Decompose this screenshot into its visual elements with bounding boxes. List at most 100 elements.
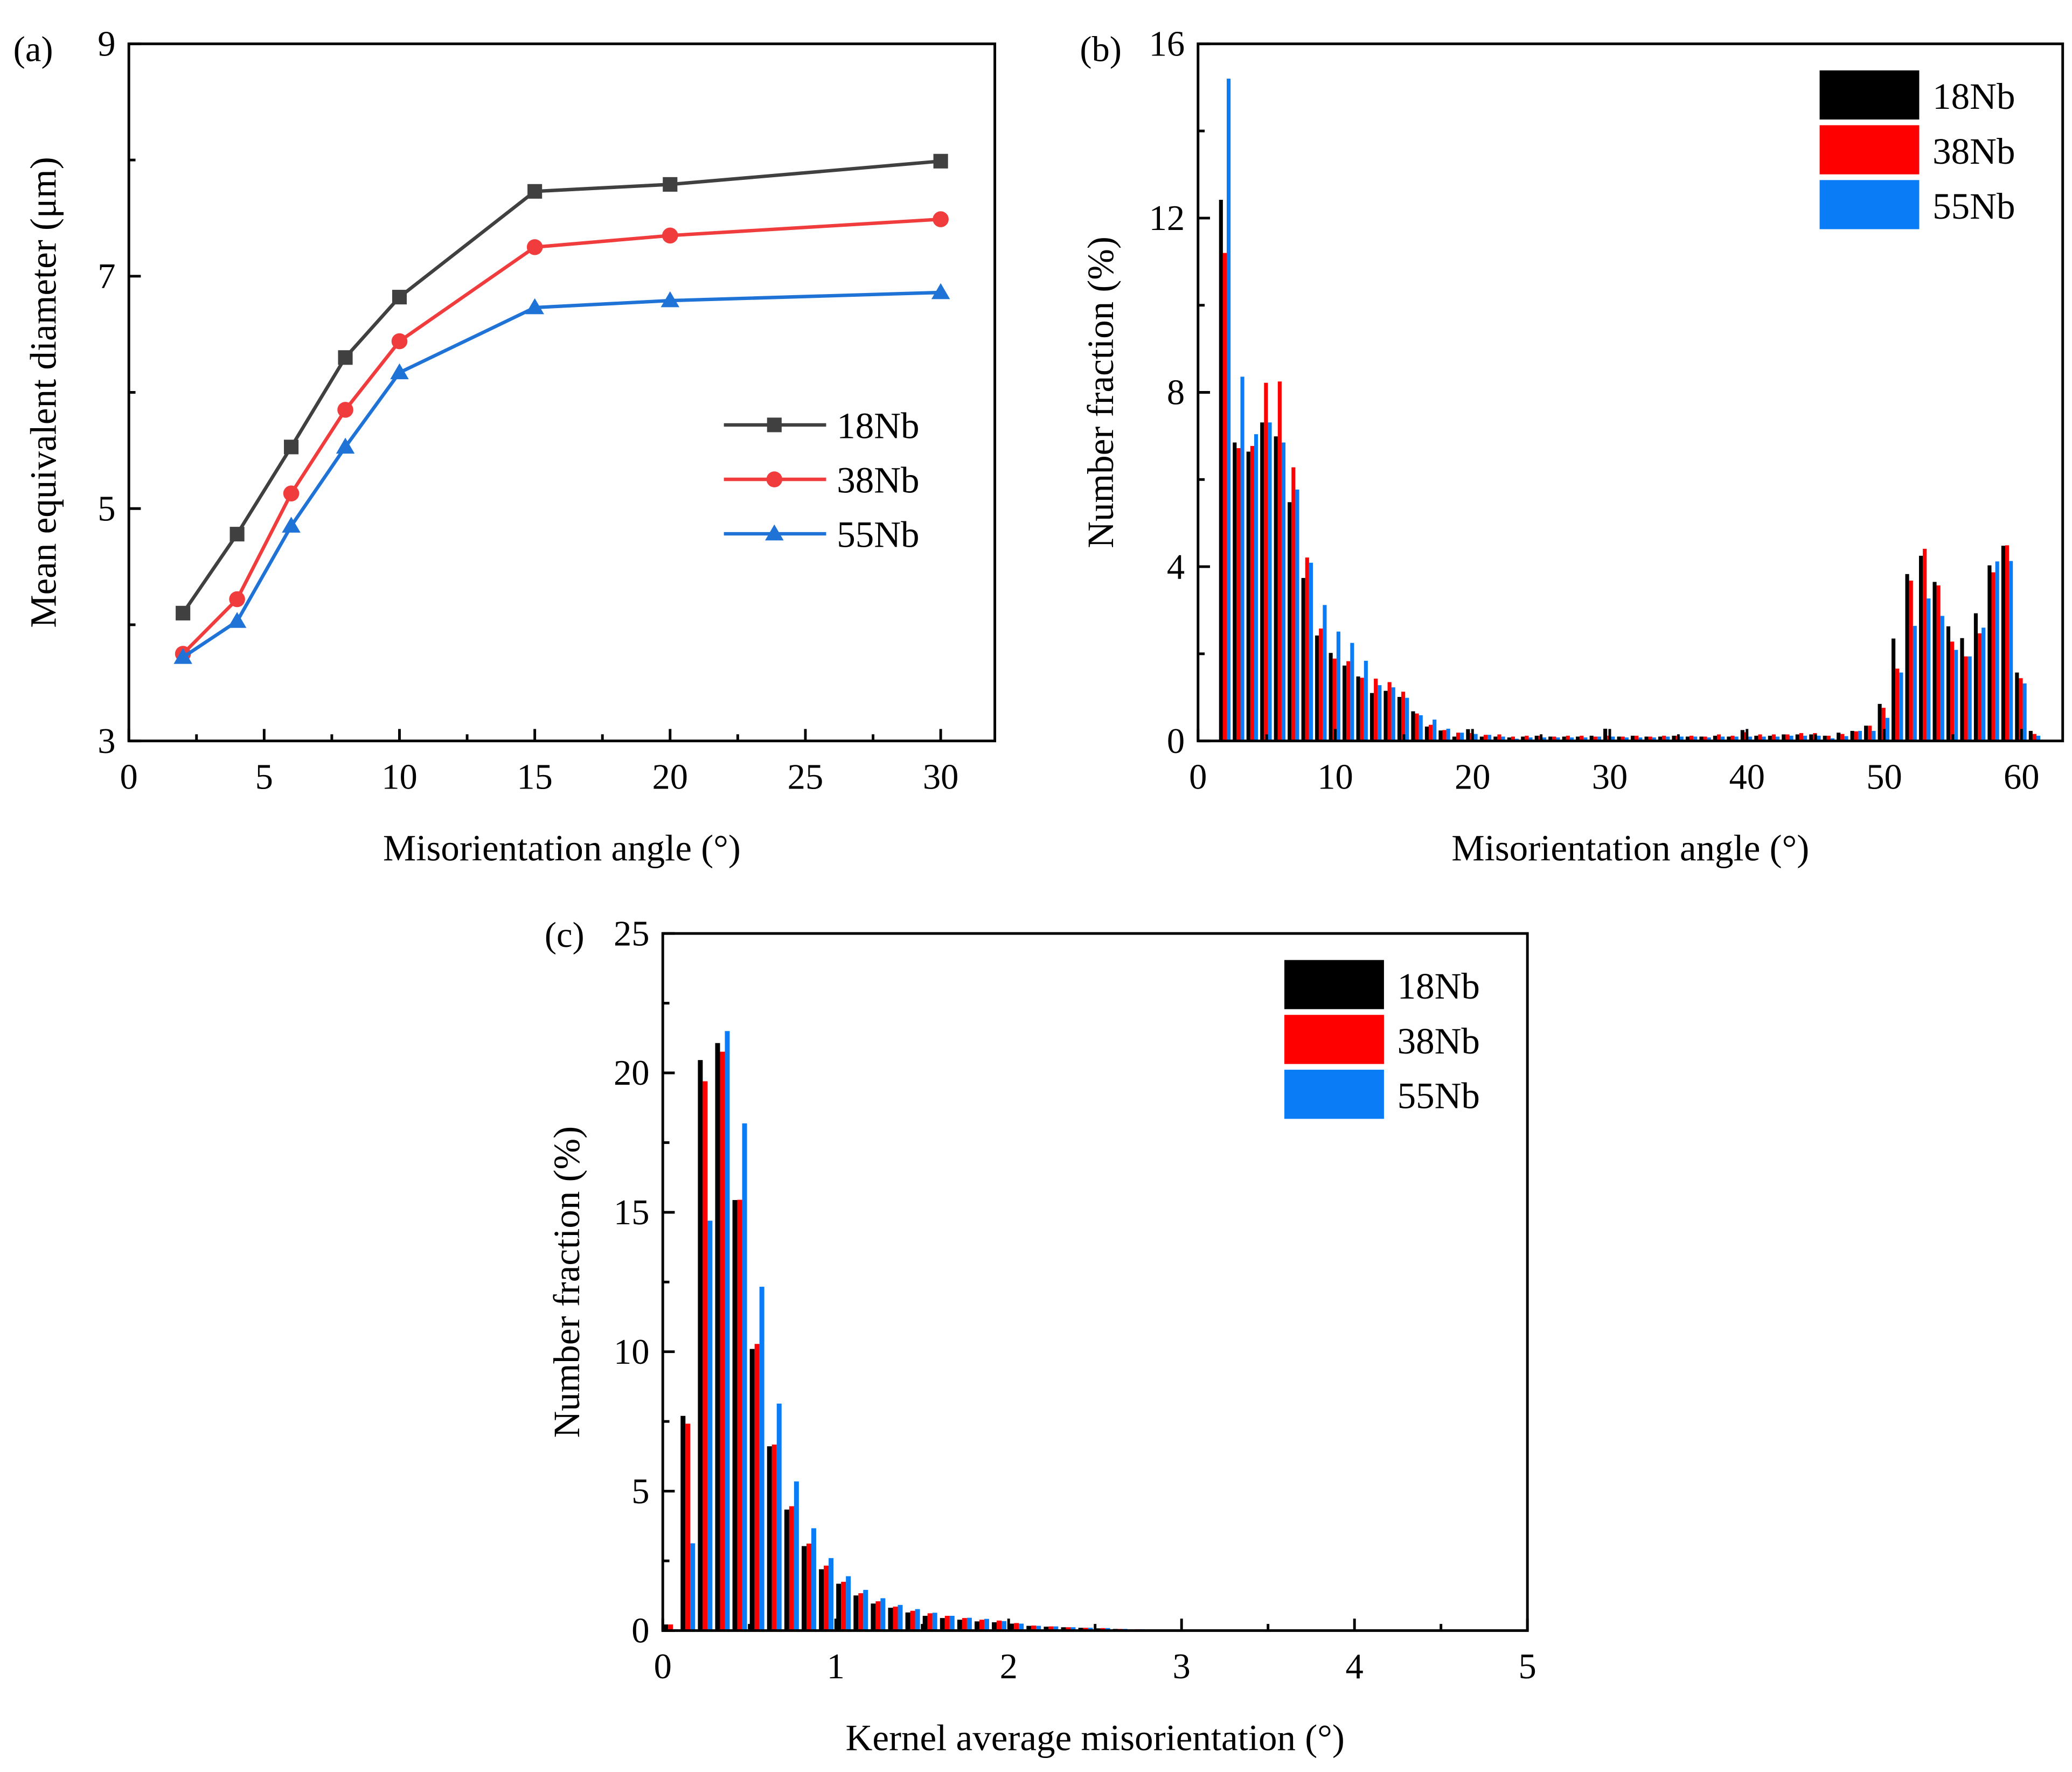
series-line-38Nb	[182, 217, 941, 655]
bar-38Nb	[1785, 734, 1790, 741]
bar-38Nb	[1909, 580, 1913, 741]
bar-18Nb	[1795, 734, 1799, 741]
bar-55Nb	[2036, 735, 2041, 741]
bar-38Nb	[1840, 734, 1845, 741]
bar-55Nb	[1638, 737, 1643, 741]
bar-18Nb	[1343, 665, 1347, 741]
y-tick-label: 8	[1167, 373, 1185, 413]
bar-38Nb	[789, 1506, 794, 1631]
bar-38Nb	[1580, 735, 1584, 741]
bar-18Nb	[1850, 731, 1854, 741]
bar-38Nb	[1014, 1623, 1019, 1631]
x-tick-label: 0	[654, 1647, 672, 1686]
bar-18Nb	[1973, 613, 1978, 741]
bar-18Nb	[1219, 199, 1223, 741]
bar-18Nb	[1878, 703, 1882, 741]
bar-18Nb	[1932, 582, 1937, 741]
bar-38Nb	[1387, 682, 1392, 741]
bar-55Nb	[1240, 376, 1244, 741]
bar-38Nb	[1923, 548, 1927, 741]
bar-18Nb	[1397, 696, 1402, 741]
bar-55Nb	[725, 1031, 730, 1631]
data-point-38Nb	[526, 239, 543, 255]
bar-38Nb	[2005, 545, 2010, 741]
bar-38Nb	[875, 1601, 881, 1631]
bar-38Nb	[1854, 731, 1858, 741]
bar-55Nb	[1940, 616, 1944, 741]
data-point-18Nb	[527, 184, 543, 199]
bar-55Nb	[1734, 736, 1739, 741]
x-tick-label: 5	[255, 757, 273, 797]
series-line-55Nb	[182, 290, 941, 659]
bar-55Nb	[2009, 561, 2013, 741]
legend-label: 18Nb	[1932, 75, 2015, 117]
bar-38Nb	[1950, 641, 1955, 741]
bar-38Nb	[1083, 1628, 1088, 1631]
bar-55Nb	[1364, 660, 1368, 741]
bar-38Nb	[2032, 734, 2037, 741]
bar-38Nb	[893, 1606, 898, 1631]
data-point-18Nb	[283, 439, 299, 455]
bar-38Nb	[1401, 692, 1406, 741]
bar-18Nb	[1960, 638, 1964, 741]
bar-18Nb	[1288, 502, 1292, 741]
bar-38Nb	[1648, 736, 1652, 741]
y-axis-title: Number fraction (%)	[546, 1126, 587, 1438]
y-tick-label: 25	[614, 914, 650, 953]
bar-38Nb	[910, 1610, 915, 1631]
x-tick-label: 0	[1189, 757, 1207, 797]
bar-38Nb	[1552, 736, 1556, 741]
x-tick-label: 4	[1346, 1647, 1364, 1686]
bar-18Nb	[1009, 1623, 1014, 1631]
bar-18Nb	[1369, 693, 1374, 741]
bar-18Nb	[1534, 735, 1539, 741]
bar-38Nb	[1991, 572, 1995, 741]
bar-55Nb	[846, 1576, 851, 1631]
bar-38Nb	[962, 1618, 967, 1631]
bar-18Nb	[1521, 736, 1525, 741]
bar-18Nb	[1918, 555, 1923, 741]
bar-18Nb	[1356, 676, 1360, 741]
legend-marker	[767, 417, 782, 432]
bar-18Nb	[1233, 442, 1237, 741]
bar-38Nb	[754, 1344, 760, 1631]
bar-55Nb	[1378, 685, 1382, 741]
bar-18Nb	[1644, 736, 1649, 741]
bar-18Nb	[1740, 730, 1744, 741]
x-tick-label: 10	[381, 757, 418, 797]
bar-38Nb	[1415, 713, 1419, 741]
bar-18Nb	[2028, 731, 2033, 741]
bar-55Nb	[1927, 598, 1931, 741]
bar-18Nb	[1246, 451, 1250, 741]
bar-38Nb	[1881, 708, 1886, 741]
y-tick-label: 12	[1149, 199, 1185, 238]
bar-38Nb	[720, 1051, 725, 1631]
bar-55Nb	[1569, 737, 1574, 741]
bar-38Nb	[1250, 446, 1254, 741]
bar-18Nb	[957, 1620, 962, 1631]
bar-38Nb	[1264, 382, 1268, 741]
legend-label: 38Nb	[837, 459, 919, 501]
bar-38Nb	[1964, 656, 1968, 741]
bar-18Nb	[1837, 732, 1841, 741]
bar-55Nb	[1666, 736, 1670, 741]
y-axis-title: Number fraction (%)	[1080, 236, 1121, 548]
bar-18Nb	[784, 1509, 789, 1631]
data-point-55Nb	[525, 298, 544, 315]
bar-55Nb	[863, 1589, 868, 1631]
bar-55Nb	[1391, 687, 1395, 741]
bar-18Nb	[1892, 638, 1896, 741]
bar-18Nb	[2001, 546, 2005, 741]
bar-18Nb	[1466, 729, 1470, 741]
bar-38Nb	[1374, 678, 1378, 741]
x-axis-title: Misorientation angle (°)	[383, 827, 741, 869]
bar-38Nb	[1429, 724, 1433, 741]
bar-38Nb	[1525, 735, 1529, 741]
bar-55Nb	[1679, 736, 1684, 741]
y-tick-label: 0	[631, 1611, 649, 1651]
bar-55Nb	[1776, 736, 1780, 741]
legend-label: 55Nb	[837, 514, 919, 555]
bar-38Nb	[1621, 736, 1625, 741]
bar-55Nb	[1556, 737, 1560, 741]
data-point-38Nb	[337, 402, 353, 418]
